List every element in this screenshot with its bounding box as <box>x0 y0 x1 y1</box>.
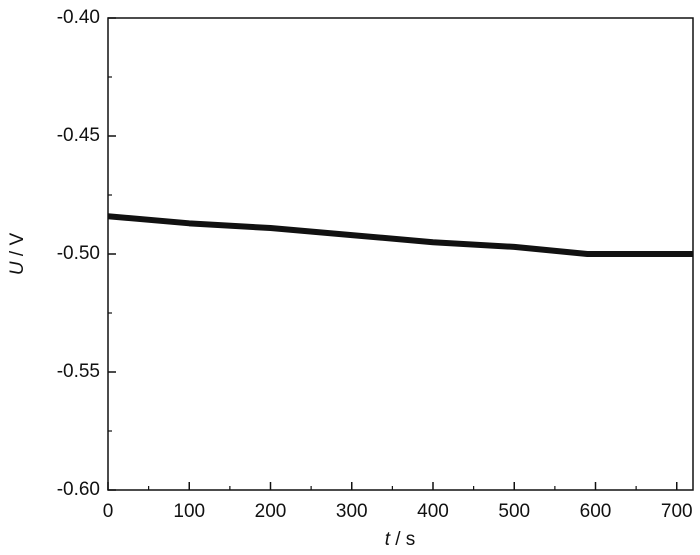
x-tick-label: 700 <box>661 501 693 522</box>
y-tick-label: -0.60 <box>57 479 100 500</box>
x-tick-label: 500 <box>498 501 530 522</box>
x-tick-label: 0 <box>103 501 114 522</box>
y-axis-label: U / V <box>7 233 28 276</box>
y-label-unit: / V <box>7 233 28 257</box>
x-tick-label: 600 <box>580 501 612 522</box>
x-label-symbol: t <box>385 529 391 550</box>
x-tick-label: 100 <box>173 501 205 522</box>
y-label-symbol: U <box>7 261 28 275</box>
y-tick-label: -0.55 <box>57 361 100 382</box>
y-tick-label: -0.50 <box>57 243 100 264</box>
y-tick-label: -0.45 <box>57 125 100 146</box>
x-tick-label: 300 <box>336 501 368 522</box>
data-line <box>107 213 693 257</box>
x-tick-label: 400 <box>417 501 449 522</box>
y-tick-label: -0.40 <box>57 7 100 28</box>
x-label-unit: / s <box>395 529 415 550</box>
x-axis-label: t / s <box>385 529 416 550</box>
x-tick-label: 200 <box>255 501 287 522</box>
